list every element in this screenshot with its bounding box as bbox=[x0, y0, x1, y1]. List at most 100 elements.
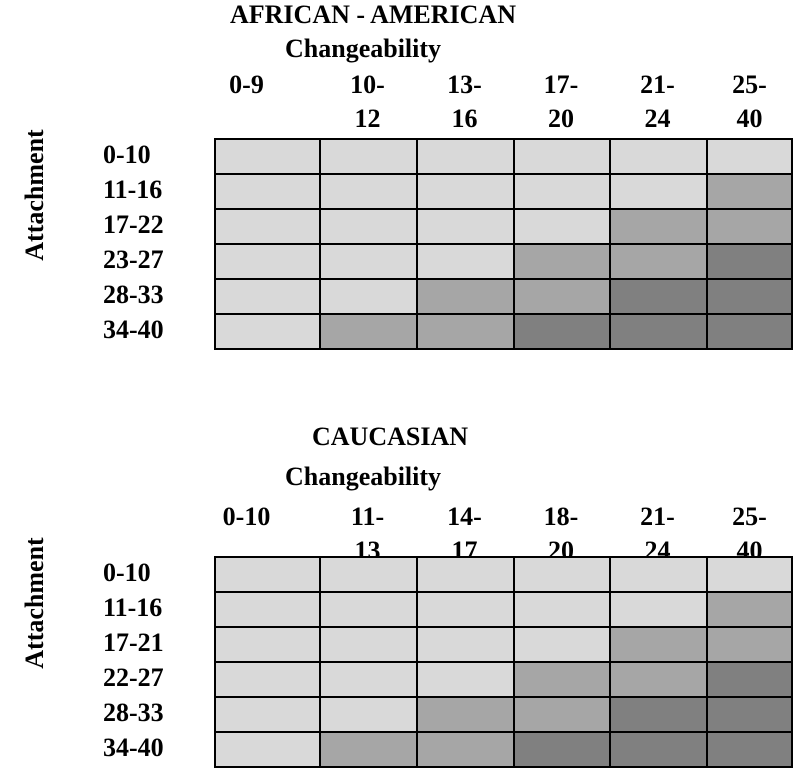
heatmap-cell bbox=[611, 210, 708, 245]
x-axis-label: Changeability bbox=[285, 462, 442, 491]
heatmap-cell bbox=[515, 315, 611, 350]
heatmap-cell bbox=[418, 315, 515, 350]
row-label: 28-33 bbox=[103, 280, 164, 309]
heatmap-cell bbox=[216, 140, 321, 175]
heatmap-cell bbox=[611, 175, 708, 210]
column-header-label: 10- bbox=[350, 70, 385, 99]
heatmap-panel-caucasian: CAUCASIAN Changeability 0-10 11- 13 14- 17 18… bbox=[0, 418, 793, 778]
heatmap-cell bbox=[418, 245, 515, 280]
heatmap-cell bbox=[216, 663, 321, 698]
heatmap-cell bbox=[216, 315, 321, 350]
column-header-label: 20 bbox=[548, 104, 574, 133]
heatmap-cell bbox=[611, 280, 708, 315]
heatmap-cell bbox=[321, 663, 418, 698]
column-header-label: 0-10 bbox=[222, 502, 271, 531]
column-header-label: 24 bbox=[644, 104, 671, 133]
column-header-label: 0-9 bbox=[229, 70, 264, 99]
column-header-label: 17- bbox=[543, 70, 579, 99]
heatmap-cell bbox=[611, 593, 708, 628]
row-label: 17-22 bbox=[103, 210, 164, 239]
heatmap-cell bbox=[321, 140, 418, 175]
heatmap-cell bbox=[418, 558, 515, 593]
row-label: 11-16 bbox=[103, 593, 163, 622]
heatmap-cell bbox=[321, 558, 418, 593]
heatmap-cell bbox=[515, 140, 611, 175]
row-label: 23-27 bbox=[103, 245, 164, 274]
heatmap-cell bbox=[321, 628, 418, 663]
heatmap-cell bbox=[321, 733, 418, 768]
heatmap-cell bbox=[515, 558, 611, 593]
heatmap-cell bbox=[708, 175, 793, 210]
heatmap-cell bbox=[515, 733, 611, 768]
column-header-label: 11- bbox=[350, 502, 385, 531]
column-header-label: 16 bbox=[451, 104, 478, 133]
heatmap-cell bbox=[418, 628, 515, 663]
heatmap-cell bbox=[515, 628, 611, 663]
y-axis-label: Attachment bbox=[20, 129, 49, 261]
heatmap-cell bbox=[708, 280, 793, 315]
heatmap-cell bbox=[418, 698, 515, 733]
heatmap-cell bbox=[321, 245, 418, 280]
heatmap-cell bbox=[216, 733, 321, 768]
heatmap-cell bbox=[418, 280, 515, 315]
column-header-label: 13- bbox=[447, 70, 482, 99]
y-axis-label: Attachment bbox=[20, 537, 49, 669]
heatmap-cell bbox=[216, 280, 321, 315]
heatmap-panel-african-american: AFRICAN - AMERICAN Changeability 0-9 10- 1… bbox=[0, 0, 793, 360]
heatmap-cell bbox=[216, 593, 321, 628]
heatmap-cell bbox=[708, 628, 793, 663]
heatmap-cell bbox=[216, 175, 321, 210]
heatmap-cell bbox=[708, 733, 793, 768]
heatmap-cell bbox=[708, 210, 793, 245]
heatmap-cell bbox=[515, 280, 611, 315]
heatmap-cell bbox=[708, 663, 793, 698]
heatmap-cell bbox=[216, 558, 321, 593]
heatmap-cell bbox=[216, 628, 321, 663]
heatmap-cell bbox=[321, 175, 418, 210]
heatmap-cell bbox=[708, 315, 793, 350]
heatmap-cell bbox=[611, 733, 708, 768]
heatmap-grid bbox=[214, 138, 793, 350]
heatmap-cell bbox=[321, 210, 418, 245]
heatmap-cell bbox=[611, 698, 708, 733]
heatmap-cell bbox=[418, 140, 515, 175]
x-axis-label: Changeability bbox=[285, 34, 442, 63]
heatmap-cell bbox=[515, 663, 611, 698]
heatmap-grid bbox=[214, 556, 793, 768]
heatmap-cell bbox=[418, 663, 515, 698]
row-label: 17-21 bbox=[103, 628, 164, 657]
row-label: 34-40 bbox=[103, 315, 164, 344]
column-header-label: 21- bbox=[640, 70, 675, 99]
column-header-label: 40 bbox=[736, 104, 763, 133]
column-header-label: 12 bbox=[354, 104, 381, 133]
heatmap-cell bbox=[515, 175, 611, 210]
heatmap-cell bbox=[611, 663, 708, 698]
heatmap-cell bbox=[515, 245, 611, 280]
heatmap-cell bbox=[418, 733, 515, 768]
heatmap-cell bbox=[611, 558, 708, 593]
heatmap-cell bbox=[611, 245, 708, 280]
row-label: 0-10 bbox=[103, 558, 151, 587]
heatmap-cell bbox=[418, 175, 515, 210]
row-label: 34-40 bbox=[103, 733, 164, 762]
column-header-label: 18- bbox=[543, 502, 579, 531]
heatmap-cell bbox=[321, 280, 418, 315]
heatmap-cell bbox=[611, 315, 708, 350]
row-label: 22-27 bbox=[103, 663, 164, 692]
heatmap-cell bbox=[418, 210, 515, 245]
heatmap-cell bbox=[321, 698, 418, 733]
chart-title: CAUCASIAN bbox=[312, 422, 469, 451]
heatmap-cell bbox=[321, 593, 418, 628]
row-label: 28-33 bbox=[103, 698, 164, 727]
heatmap-cell bbox=[515, 593, 611, 628]
column-header-label: 25- bbox=[732, 502, 767, 531]
column-header-label: 21- bbox=[640, 502, 675, 531]
heatmap-cell bbox=[708, 140, 793, 175]
heatmap-cell bbox=[321, 315, 418, 350]
row-label: 11-16 bbox=[103, 175, 163, 204]
column-header-label: 14- bbox=[447, 502, 482, 531]
heatmap-cell bbox=[708, 558, 793, 593]
heatmap-cell bbox=[515, 698, 611, 733]
heatmap-cell bbox=[216, 210, 321, 245]
column-header-label: 25- bbox=[732, 70, 767, 99]
